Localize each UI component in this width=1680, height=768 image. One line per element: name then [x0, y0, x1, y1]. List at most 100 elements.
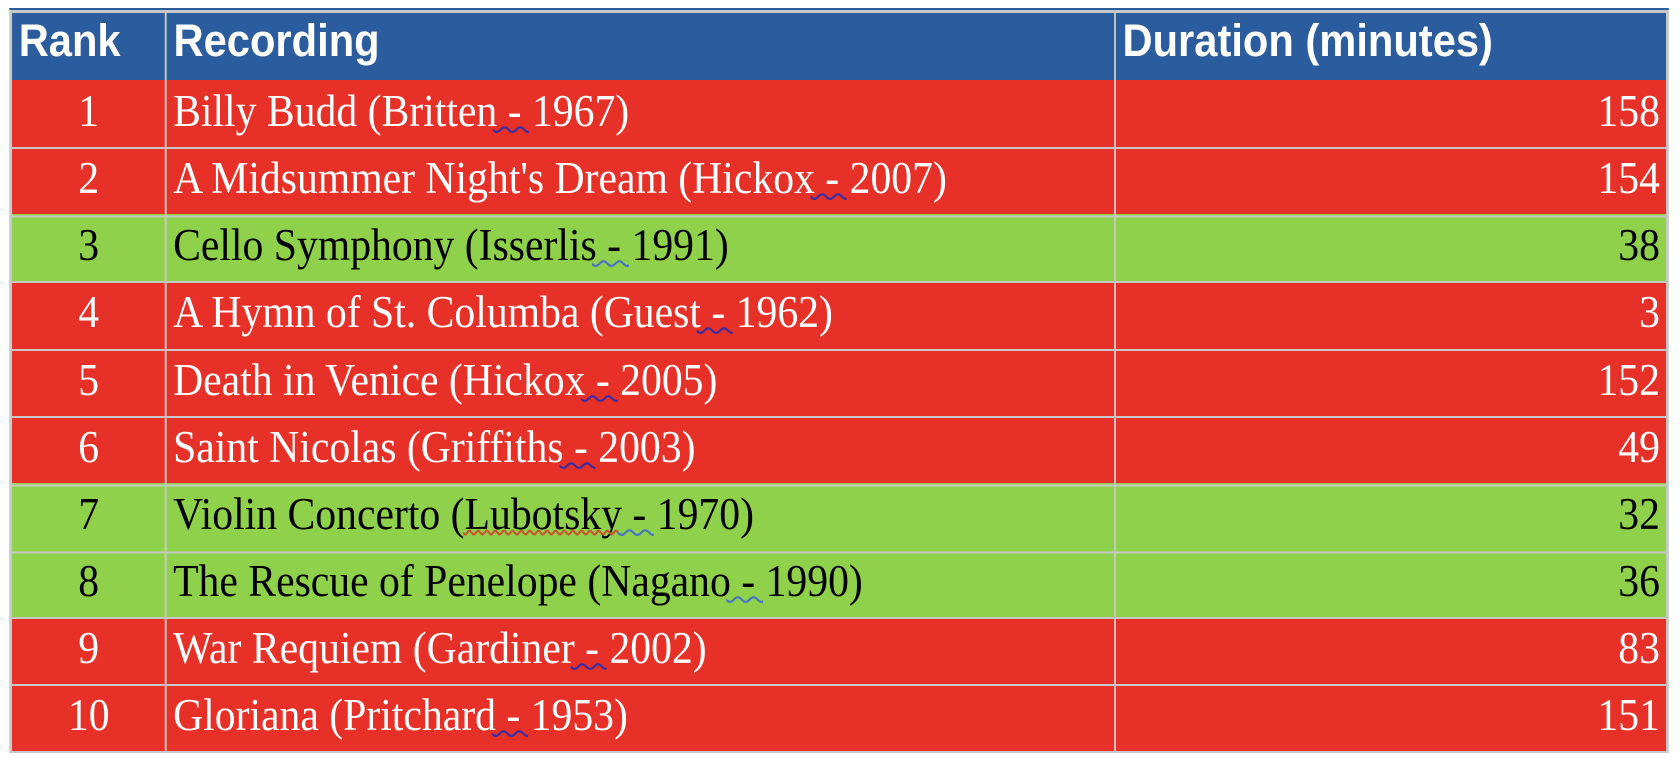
recording-year: 1953): [530, 690, 628, 741]
misspelled-word-text: Lubotsky: [464, 488, 623, 539]
table-body: 1 Billy Budd (Britten - 1967) 158 2 A Midsum…: [12, 79, 1666, 752]
table-row: 10 Gloriana (Pritchard - 1953) 151: [12, 684, 1666, 752]
duration-cell: 3: [1114, 281, 1666, 349]
rank-cell: 2: [12, 147, 166, 215]
recording-year: 1962): [735, 287, 833, 338]
recording-title: A Hymn of St. Columba (Guest: [173, 287, 701, 338]
table-row: 1 Billy Budd (Britten - 1967) 158: [12, 79, 1666, 148]
recording-cell: A Midsummer Night's Dream (Hickox - 2007…: [165, 147, 1115, 215]
table-row: 5 Death in Venice (Hickox - 2005) 152: [12, 348, 1666, 416]
duration-cell: 152: [1114, 348, 1666, 416]
table-frame: Rank Recording Duration (minutes) 1 Billy…: [9, 7, 1669, 754]
duration-cell: 83: [1114, 617, 1666, 685]
grammar-squiggle-icon: [558, 461, 596, 471]
duration-cell: 36: [1114, 549, 1666, 618]
rank-cell: 7: [12, 482, 166, 550]
grammar-squiggle-icon-svg: [570, 663, 607, 671]
recording-year: 2005): [620, 354, 718, 405]
grammar-squiggle-icon-svg: [580, 394, 618, 402]
duration-cell: 158: [1114, 79, 1666, 148]
recording-cell: The Rescue of Penelope (Nagano - 1990): [165, 549, 1115, 618]
column-header-recording: Recording: [165, 12, 1115, 80]
header-row: Rank Recording Duration (minutes): [12, 12, 1666, 80]
flagged-dash: -: [592, 219, 632, 271]
recording-cell: A Hymn of St. Columba (Guest - 1962): [165, 281, 1115, 349]
flagged-dash-text: -: [622, 488, 657, 539]
flagged-dash: -: [558, 421, 599, 473]
duration-cell: 32: [1114, 482, 1666, 550]
grammar-squiggle-icon: [492, 125, 530, 135]
flagged-dash-text: -: [563, 421, 599, 472]
flagged-dash-text: -: [700, 287, 736, 338]
recording-cell: War Requiem (Gardiner - 2002): [165, 617, 1115, 685]
spelling-squiggle-icon: [462, 528, 619, 538]
grammar-squiggle-icon-path: [696, 327, 733, 335]
recording-title: Death in Venice (Hickox: [173, 354, 586, 405]
grammar-squiggle-icon: [726, 595, 763, 605]
grammar-squiggle-icon-path: [558, 461, 596, 469]
duration-cell: 151: [1114, 684, 1666, 752]
recording-year: 1991): [631, 220, 729, 271]
grammar-squiggle-icon: [617, 528, 654, 538]
flagged-dash: -: [580, 354, 621, 406]
misspelled-word: Lubotsky: [462, 488, 623, 540]
grammar-squiggle-icon-svg: [810, 193, 847, 201]
column-header-rank: Rank: [12, 12, 166, 80]
rank-cell: 6: [12, 415, 166, 483]
duration-cell: 154: [1114, 147, 1666, 215]
flagged-dash: -: [810, 152, 850, 204]
flagged-dash-text: -: [574, 623, 610, 674]
grammar-squiggle-icon: [491, 729, 528, 739]
grammar-squiggle-icon: [810, 192, 847, 202]
recording-title: Billy Budd (Britten: [173, 85, 498, 136]
recording-year: 1970): [656, 488, 754, 539]
flagged-dash-text: -: [596, 220, 632, 271]
spelling-squiggle-icon-svg: [462, 529, 619, 536]
recording-title: Gloriana (Pritchard: [173, 690, 496, 741]
duration-cell: 38: [1114, 214, 1666, 282]
recording-year: 2002): [609, 623, 707, 674]
duration-cell: 49: [1114, 415, 1666, 483]
flagged-dash: -: [491, 689, 531, 741]
rank-cell: 3: [12, 214, 166, 282]
flagged-dash-text: -: [585, 354, 621, 405]
recording-cell: Violin Concerto (Lubotsky - 1970): [165, 482, 1115, 550]
grammar-squiggle-icon-svg: [726, 596, 763, 604]
recording-cell: Death in Venice (Hickox - 2005): [165, 348, 1115, 416]
recording-year: 1990): [765, 555, 863, 606]
recording-title: Cello Symphony (Isserlis: [173, 220, 597, 271]
recording-title: The Rescue of Penelope (Nagano: [173, 555, 731, 606]
rank-cell: 5: [12, 348, 166, 416]
grammar-squiggle-icon: [570, 662, 607, 672]
grammar-squiggle-icon-svg: [592, 260, 629, 268]
flagged-dash-text: -: [497, 85, 532, 136]
grammar-squiggle-icon-path: [580, 394, 618, 402]
recordings-table: Rank Recording Duration (minutes) 1 Billy…: [9, 9, 1669, 754]
flagged-dash: -: [617, 488, 657, 540]
grammar-squiggle-icon: [592, 259, 629, 269]
recording-title: Violin Concerto (: [173, 488, 465, 539]
table-row: 3 Cello Symphony (Isserlis - 1991) 38: [12, 214, 1666, 282]
grammar-squiggle-icon-svg: [492, 126, 530, 134]
recording-cell: Cello Symphony (Isserlis - 1991): [165, 214, 1115, 282]
table-row: 7 Violin Concerto (Lubotsky - 1970) 32: [12, 482, 1666, 550]
grammar-squiggle-icon-svg: [491, 730, 528, 738]
recording-title: Saint Nicolas (Griffiths: [173, 421, 564, 472]
recording-year: 1967): [531, 85, 630, 136]
grammar-squiggle-icon-svg: [696, 327, 733, 335]
flagged-dash-text: -: [814, 153, 850, 204]
grammar-squiggle-icon: [696, 326, 733, 336]
table-row: 8 The Rescue of Penelope (Nagano - 1990) 3…: [12, 549, 1666, 618]
table-row: 9 War Requiem (Gardiner - 2002) 83: [12, 617, 1666, 685]
recording-title: War Requiem (Gardiner: [173, 623, 575, 674]
grammar-squiggle-icon-svg: [617, 528, 654, 536]
flagged-dash: -: [570, 622, 610, 674]
grammar-squiggle-icon-svg: [558, 461, 596, 469]
spelling-squiggle-icon-path: [462, 529, 619, 536]
rank-cell: 1: [12, 79, 166, 148]
flagged-dash-text: -: [730, 555, 766, 606]
grammar-squiggle-icon-path: [592, 260, 629, 268]
